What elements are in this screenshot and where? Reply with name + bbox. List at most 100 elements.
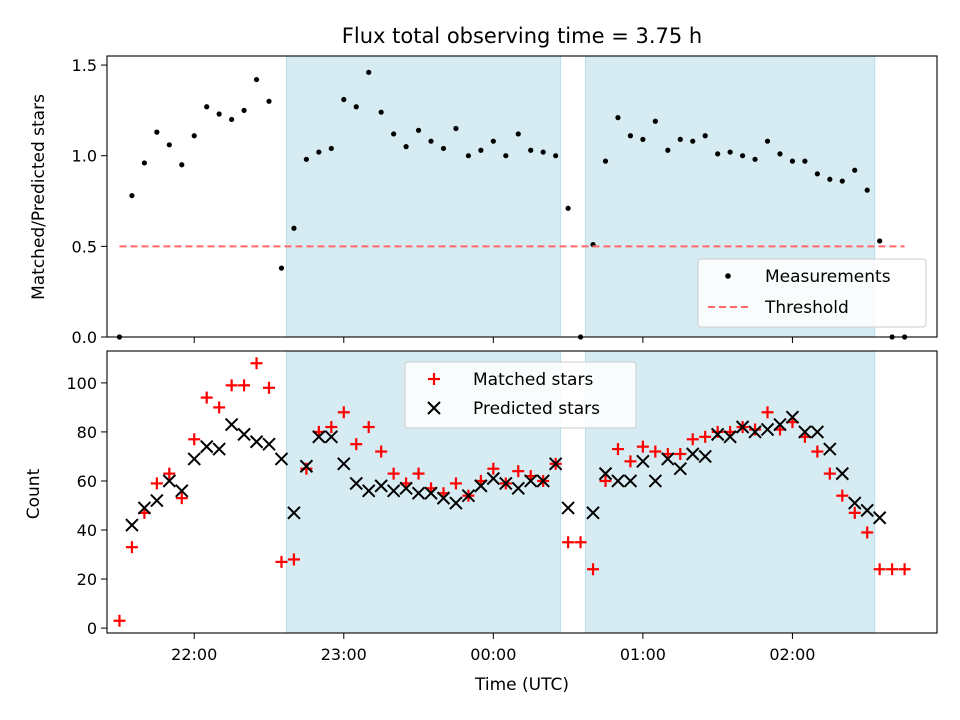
matched-star-point (636, 440, 649, 453)
predicted-star-point (648, 474, 663, 488)
measurement-point (440, 145, 447, 152)
predicted-star-point (524, 474, 538, 488)
predicted-star-point (748, 425, 762, 439)
measurement-point (652, 118, 658, 124)
measurement-point (278, 265, 285, 271)
measurement-point (316, 149, 322, 155)
measurement-point (702, 133, 708, 139)
measurement-point (553, 153, 559, 159)
matched-star-point (188, 433, 201, 446)
matched-star-point (213, 401, 226, 414)
predicted-star-point (461, 488, 476, 503)
matched-star-point (686, 433, 699, 446)
top-legend: Measurements Threshold (697, 258, 927, 328)
measurement-point (814, 171, 820, 177)
predicted-star-point (449, 496, 463, 510)
bottom-y-ticks: 0 20 40 60 80 100 (66, 374, 107, 638)
measurement-point (353, 104, 359, 110)
predicted-star-point (860, 503, 874, 518)
top-chart-title: Flux total observing time = 3.75 h (342, 24, 702, 48)
top-x-ticks (193, 337, 793, 343)
predicted-star-point (474, 479, 488, 493)
matched-star-point (898, 563, 911, 576)
bottom-y-tick-label: 0 (87, 619, 97, 638)
measurement-point (253, 76, 260, 83)
measurement-point (602, 158, 609, 164)
matched-star-point (487, 462, 500, 475)
predicted-star-point (536, 474, 550, 488)
matched-star-point (711, 425, 724, 438)
predicted-star-point (324, 430, 339, 444)
predicted-star-point (636, 454, 650, 469)
top-shaded-interval-0 (285, 55, 562, 338)
predicted-star-point (698, 449, 712, 464)
predicted-star-point (798, 425, 812, 439)
matched-star-point (873, 563, 886, 576)
legend-measurements-marker (725, 273, 731, 279)
predicted-star-point (623, 474, 638, 488)
matched-star-point (649, 445, 662, 458)
matched-star-point (836, 489, 849, 502)
predicted-star-point (661, 452, 675, 466)
measurement-point (303, 156, 309, 162)
measurement-point (677, 136, 683, 142)
measurement-point (515, 131, 521, 137)
matched-star-point (375, 445, 388, 458)
matched-star-point (599, 474, 612, 487)
predicted-star-point (125, 518, 139, 532)
matched-star-point (449, 477, 462, 490)
matched-star-point (300, 462, 313, 475)
predicted-star-point (611, 474, 625, 488)
bottom-y-tick-label: 60 (77, 472, 97, 491)
predicted-star-point (760, 422, 775, 437)
measurement-point (802, 158, 808, 164)
legend-measurements-label: Measurements (765, 267, 891, 287)
measurement-point (378, 109, 384, 115)
matched-star-point (175, 492, 188, 505)
bottom-x-ticks: 22:00 23:00 00:00 01:00 02:00 (171, 633, 815, 664)
matched-star-point (275, 555, 288, 568)
bottom-series-matched-stars (113, 357, 911, 627)
measurement-point (465, 153, 472, 159)
x-tick-label: 01:00 (620, 645, 666, 664)
top-y-tick-label: 0.5 (72, 237, 97, 256)
legend-matched-marker (428, 373, 440, 385)
measurement-point (341, 96, 347, 103)
measurement-point (764, 138, 771, 144)
measurement-point (877, 238, 883, 244)
measurement-point (366, 69, 372, 75)
measurement-point (154, 129, 160, 135)
matched-star-point (113, 614, 126, 627)
predicted-star-point (399, 481, 413, 496)
matched-star-point (699, 430, 712, 443)
measurement-point (640, 136, 646, 142)
predicted-star-point (386, 484, 401, 498)
matched-star-point (350, 438, 363, 451)
bottom-panel: 0 20 40 60 80 100 22:00 23:00 00:00 01:00 02:00 T… (24, 350, 938, 695)
legend-threshold-label: Threshold (764, 298, 849, 318)
predicted-star-point (511, 481, 525, 496)
matched-star-point (749, 423, 762, 436)
predicted-star-point (349, 476, 363, 491)
predicted-star-point (848, 496, 862, 510)
predicted-star-point (823, 442, 837, 456)
predicted-star-point (548, 457, 563, 471)
matched-star-point (861, 526, 874, 539)
predicted-star-point (436, 491, 451, 505)
top-y-axis-label: Matched/Predicted stars (29, 94, 49, 300)
predicted-star-point (337, 457, 351, 471)
predicted-star-point (237, 427, 251, 442)
predicted-star-point (299, 459, 314, 473)
measurement-point (490, 138, 496, 144)
matched-star-point (624, 455, 637, 468)
bottom-y-tick-label: 100 (66, 374, 97, 393)
measurement-point (839, 178, 845, 184)
predicted-star-point (710, 427, 725, 442)
measurement-point (391, 131, 397, 137)
predicted-star-point (199, 439, 214, 454)
measurement-point (241, 107, 247, 113)
bottom-y-axis-label: Count (24, 468, 44, 519)
matched-star-point (562, 536, 575, 549)
measurement-point (665, 147, 671, 153)
